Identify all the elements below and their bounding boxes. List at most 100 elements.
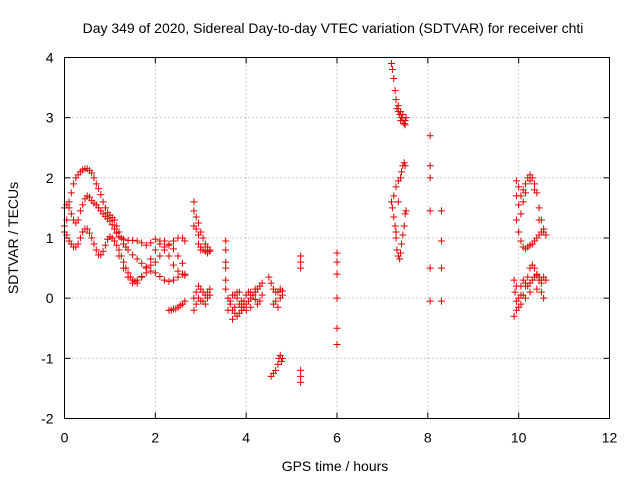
data-point — [542, 231, 550, 239]
data-point — [515, 183, 523, 191]
data-point — [222, 285, 230, 293]
data-point — [233, 294, 241, 302]
data-point — [542, 276, 550, 284]
data-point — [76, 207, 84, 215]
data-point — [197, 228, 205, 236]
data-point — [124, 246, 132, 254]
data-point — [138, 273, 146, 281]
data-point — [199, 234, 207, 242]
data-point — [108, 221, 116, 229]
data-point — [151, 269, 159, 277]
data-point — [279, 354, 286, 362]
data-point — [531, 264, 539, 272]
data-point — [147, 239, 155, 247]
data-point — [206, 291, 214, 299]
data-point — [165, 277, 173, 285]
data-point — [401, 117, 409, 125]
data-point — [402, 207, 410, 215]
data-point — [138, 239, 146, 247]
data-point — [67, 189, 75, 197]
data-point — [393, 105, 401, 113]
data-point — [74, 216, 82, 224]
data-point — [391, 222, 399, 230]
data-point — [333, 340, 341, 348]
data-point — [138, 259, 146, 267]
y-tick-label: -1 — [41, 350, 54, 366]
data-point — [258, 291, 266, 299]
data-point — [510, 312, 518, 320]
data-point — [192, 225, 200, 233]
data-point — [190, 198, 198, 206]
grid — [64, 57, 610, 419]
data-point — [265, 273, 273, 281]
data-point — [113, 229, 121, 237]
data-point — [115, 246, 123, 254]
data-point — [333, 270, 341, 278]
data-point — [526, 177, 534, 185]
chart-title: Day 349 of 2020, Sidereal Day-to-day VTE… — [83, 20, 584, 36]
data-point — [85, 193, 93, 201]
data-point — [129, 236, 137, 244]
data-point — [535, 216, 543, 224]
data-point — [156, 240, 164, 248]
data-point — [67, 210, 75, 218]
data-point — [399, 231, 407, 239]
data-point — [399, 111, 407, 119]
data-point — [133, 279, 141, 287]
data-point — [147, 267, 155, 275]
data-point — [65, 204, 73, 212]
data-point — [90, 174, 98, 182]
data-point — [426, 162, 434, 170]
data-point — [515, 228, 523, 236]
data-point — [142, 264, 150, 272]
data-point — [401, 162, 409, 170]
data-point — [113, 241, 121, 249]
y-tick-label: 4 — [46, 50, 54, 66]
data-point — [426, 174, 434, 182]
data-point — [160, 237, 168, 245]
data-point — [229, 315, 237, 323]
data-point — [297, 264, 305, 272]
data-point — [392, 183, 400, 191]
data-point — [95, 185, 103, 193]
data-point — [222, 264, 230, 272]
data-point — [278, 357, 286, 365]
data-point — [170, 261, 177, 269]
data-point — [151, 258, 159, 266]
data-point — [170, 245, 177, 253]
data-point — [181, 297, 189, 305]
data-point — [517, 237, 525, 245]
data-point — [390, 75, 398, 83]
data-point — [394, 102, 402, 110]
data-point — [394, 108, 402, 116]
data-point — [235, 288, 243, 296]
data-point — [512, 192, 520, 200]
data-point — [238, 297, 246, 305]
data-point — [437, 207, 445, 215]
data-point — [393, 246, 401, 254]
data-point — [397, 168, 405, 176]
y-tick-label: -2 — [41, 411, 54, 427]
data-point — [258, 279, 266, 287]
data-point — [85, 229, 93, 237]
data-point — [526, 288, 534, 296]
data-point — [110, 225, 118, 233]
data-point — [170, 237, 177, 245]
data-point — [192, 213, 200, 221]
x-axis-label: GPS time / hours — [282, 458, 389, 474]
data-point — [437, 297, 445, 305]
data-point — [531, 186, 539, 194]
data-point — [521, 189, 529, 197]
data-point — [515, 201, 523, 209]
data-point — [297, 372, 305, 380]
data-point — [274, 360, 282, 368]
data-point — [517, 300, 525, 308]
data-point — [190, 306, 198, 314]
data-point — [181, 270, 189, 278]
data-point — [201, 300, 209, 308]
x-tick-label: 4 — [242, 430, 250, 446]
data-point — [512, 306, 520, 314]
data-point — [222, 237, 230, 245]
y-tick-label: 1 — [46, 230, 54, 246]
data-point — [142, 241, 150, 249]
